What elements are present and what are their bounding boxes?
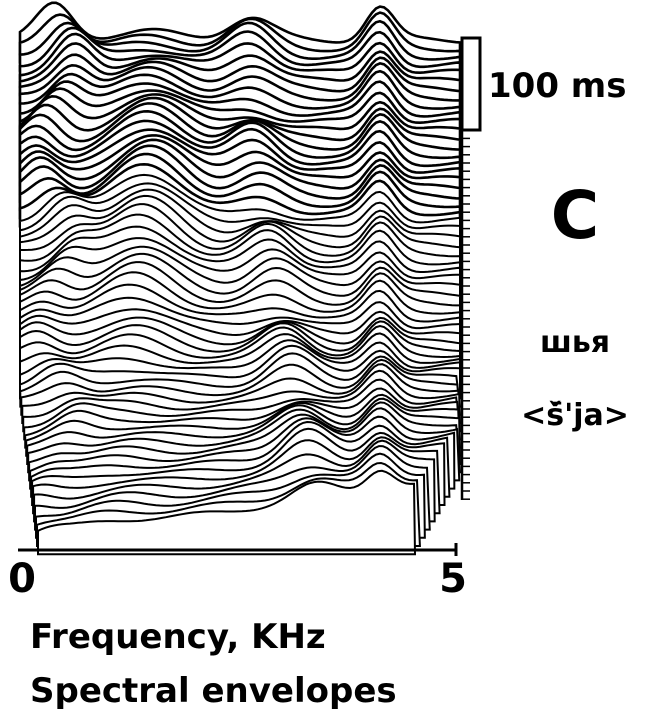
x-tick-label: 5: [439, 556, 467, 602]
transcription: <š̄'ja>: [521, 398, 629, 433]
caption: Spectral envelopes: [30, 671, 397, 711]
word: шья: [540, 325, 610, 360]
scale-bar: [460, 36, 482, 132]
spectral-envelopes: [18, 1, 462, 556]
x-tick-label: 0: [8, 556, 36, 602]
spectral-curve: [37, 469, 417, 556]
x-axis-label: Frequency, KHz: [30, 617, 326, 657]
panel-label: C: [551, 177, 599, 254]
scale-bar-label: 100 ms: [488, 66, 626, 106]
